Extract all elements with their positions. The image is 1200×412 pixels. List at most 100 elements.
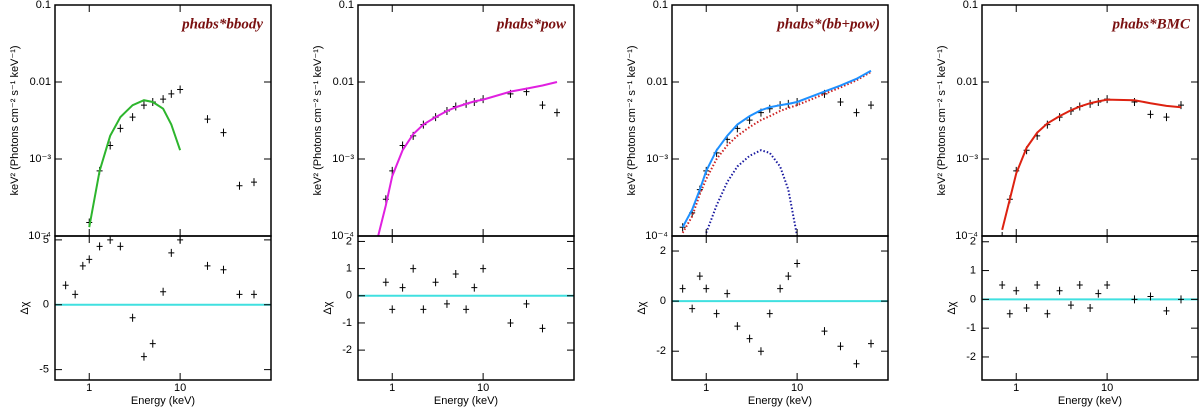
y-axis-label: Δχ: [322, 301, 334, 314]
data-point: [432, 278, 439, 287]
data-point: [117, 124, 124, 133]
x-tick-label: 10: [791, 382, 803, 394]
residual-plot: [982, 280, 1198, 318]
y-tick-label: 0.01: [957, 76, 978, 88]
data-point: [999, 280, 1006, 289]
data-point: [204, 261, 211, 270]
data-point: [746, 116, 753, 125]
y-tick-label: 0.01: [30, 76, 51, 88]
y-tick-label: 0: [970, 293, 976, 305]
data-point: [1163, 306, 1170, 315]
data-point: [539, 101, 546, 110]
axes-frame: [671, 235, 889, 381]
data-point: [1104, 280, 1111, 289]
y-tick-label: 10⁻⁴: [645, 230, 668, 242]
data-point: [539, 324, 546, 333]
data-point: [794, 259, 801, 268]
model-line: [88, 99, 182, 228]
data-point: [1163, 113, 1170, 122]
y-tick-label: 0.1: [36, 0, 51, 11]
panel-title: phabs*(bb+pow): [775, 16, 880, 32]
data-point: [734, 322, 741, 331]
x-tick-label: 1: [389, 382, 395, 394]
data-point: [250, 290, 257, 299]
data-point: [1034, 280, 1041, 289]
data-point: [250, 178, 257, 187]
data-point: [757, 347, 764, 356]
y-tick-label: 0: [346, 290, 352, 302]
data-point: [463, 305, 470, 314]
data-point: [220, 265, 227, 274]
data-point: [72, 290, 79, 299]
x-tick-label: 10: [1101, 382, 1113, 394]
data-point: [1178, 101, 1184, 110]
data-point: [1067, 301, 1074, 310]
data-point: [420, 305, 427, 314]
data-point: [140, 101, 147, 110]
data-point: [1095, 289, 1102, 298]
axes-frame: [671, 4, 889, 237]
data-point: [129, 313, 136, 322]
panel-title: phabs*bbody: [180, 16, 263, 32]
data-point: [96, 242, 103, 251]
data-point: [703, 284, 710, 293]
data-point: [724, 289, 731, 298]
data-point: [1006, 309, 1013, 318]
data-point: [1013, 286, 1020, 295]
data-point: [410, 264, 417, 273]
y-tick-label: 0.1: [963, 0, 978, 11]
data-point: [679, 284, 686, 293]
data-point: [867, 101, 874, 110]
y-tick-label: 10⁻⁴: [331, 230, 354, 242]
model-line: [377, 81, 558, 236]
data-point: [1178, 295, 1184, 304]
data-point: [999, 232, 1006, 236]
y-tick-label: 0: [660, 295, 666, 307]
data-point: [382, 278, 389, 287]
axes-frame: [54, 235, 272, 381]
x-tick-label: 1: [1013, 382, 1019, 394]
data-point: [713, 309, 720, 318]
x-tick-label: 10: [174, 382, 186, 394]
data-point: [471, 283, 478, 292]
data-point: [107, 236, 114, 244]
y-tick-label: 10⁻⁴: [28, 230, 51, 242]
data-point: [777, 284, 784, 293]
data-point: [1023, 304, 1030, 312]
y-tick-label: 10⁻³: [29, 153, 51, 165]
data-point: [1147, 292, 1154, 301]
axes-frame: [981, 235, 1199, 381]
y-tick-label: 0.01: [333, 76, 354, 88]
data-point: [837, 97, 844, 106]
x-axis-label: Energy (keV): [748, 395, 812, 407]
y-axis-label: keV² (Photons cm⁻² s⁻¹ keV⁻¹): [9, 45, 21, 195]
data-point: [236, 290, 243, 299]
data-point: [168, 89, 175, 98]
residual-plot: [55, 236, 271, 361]
y-tick-label: 5: [43, 234, 49, 246]
axes-frame: [357, 4, 575, 237]
x-tick-label: 1: [86, 382, 92, 394]
data-point: [177, 85, 184, 94]
spectrum-plot: [679, 69, 874, 236]
data-point: [480, 264, 487, 273]
y-tick-label: 2: [346, 235, 352, 247]
axes-frame: [54, 4, 272, 237]
y-axis-label: Δχ: [19, 301, 31, 314]
y-tick-label: 0.1: [339, 0, 354, 11]
data-point: [837, 342, 844, 351]
data-point: [149, 339, 156, 348]
data-point: [389, 305, 396, 314]
x-tick-label: 10: [477, 382, 489, 394]
residual-plot: [672, 259, 888, 368]
data-point: [168, 248, 175, 257]
spectrum-plot: [86, 85, 257, 228]
x-axis-label: Energy (keV): [1058, 395, 1122, 407]
data-point: [117, 242, 124, 251]
data-point: [853, 108, 860, 117]
data-point: [160, 95, 167, 104]
data-point: [204, 115, 211, 124]
y-axis-label: keV² (Photons cm⁻² s⁻¹ keV⁻¹): [626, 45, 638, 195]
data-point: [821, 327, 828, 336]
